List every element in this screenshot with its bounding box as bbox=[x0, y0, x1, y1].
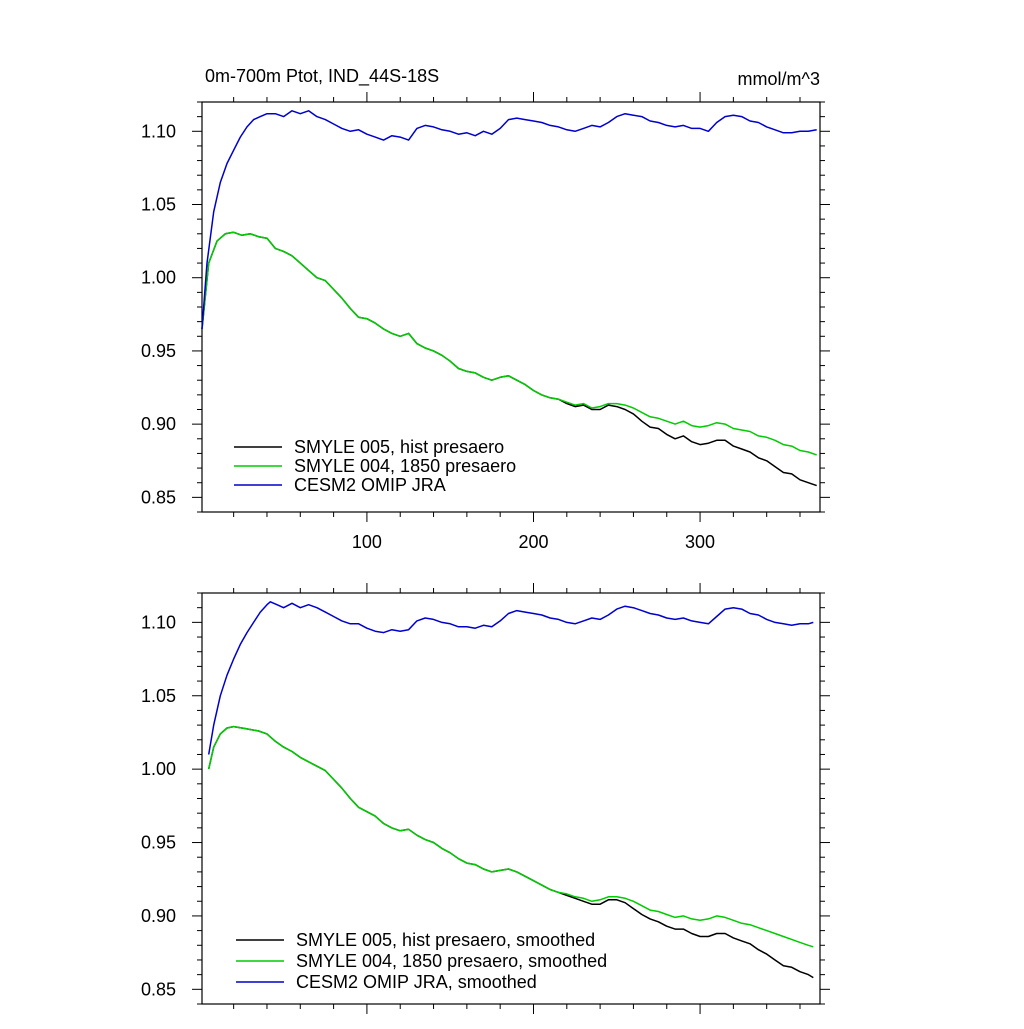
legend-label: SMYLE 005, hist presaero, smoothed bbox=[296, 930, 595, 950]
legend-label: CESM2 OMIP JRA, smoothed bbox=[296, 972, 537, 992]
units-label: mmol/m^3 bbox=[738, 69, 820, 89]
y-tick-label: 1.05 bbox=[141, 686, 176, 706]
y-tick-label: 1.00 bbox=[141, 759, 176, 779]
y-tick-label: 0.95 bbox=[141, 833, 176, 853]
legend-label: SMYLE 005, hist presaero bbox=[294, 437, 504, 457]
y-tick-label: 1.10 bbox=[141, 612, 176, 632]
y-tick-label: 0.85 bbox=[141, 979, 176, 999]
legend-label: SMYLE 004, 1850 presaero bbox=[294, 456, 516, 476]
x-tick-label: 300 bbox=[685, 532, 715, 552]
series-line-smyle-004-1850-presaero bbox=[201, 231, 817, 456]
legend-label: SMYLE 004, 1850 presaero, smoothed bbox=[296, 951, 607, 971]
y-tick-label: 1.10 bbox=[141, 121, 176, 141]
panel-smoothed: 0.85 0.90 0.95 1.00 1.05 1.10 SMYLE 005, hist … bbox=[141, 583, 830, 1014]
series-line-smyle-004-1850-presaero-smoothed bbox=[207, 725, 814, 948]
series-line-cesm2-omip-jra-smoothed bbox=[207, 601, 814, 755]
legend-label: CESM2 OMIP JRA bbox=[294, 475, 446, 495]
series-line-cesm2-omip-jra bbox=[201, 110, 817, 330]
y-tick-label: 0.90 bbox=[141, 414, 176, 434]
x-tick-label: 200 bbox=[518, 532, 548, 552]
y-tick-label: 1.05 bbox=[141, 195, 176, 215]
y-tick-label: 1.00 bbox=[141, 268, 176, 288]
panel-raw: 100 200 300 0.85 0.90 0.95 1.00 1.05 1.10 SMYLE 0… bbox=[141, 92, 830, 552]
y-tick-label: 0.95 bbox=[141, 341, 176, 361]
x-tick-label: 100 bbox=[352, 532, 382, 552]
figure-title: 0m-700m Ptot, IND_44S-18S bbox=[205, 66, 439, 87]
y-tick-label: 0.90 bbox=[141, 906, 176, 926]
y-tick-label: 0.85 bbox=[141, 487, 176, 507]
